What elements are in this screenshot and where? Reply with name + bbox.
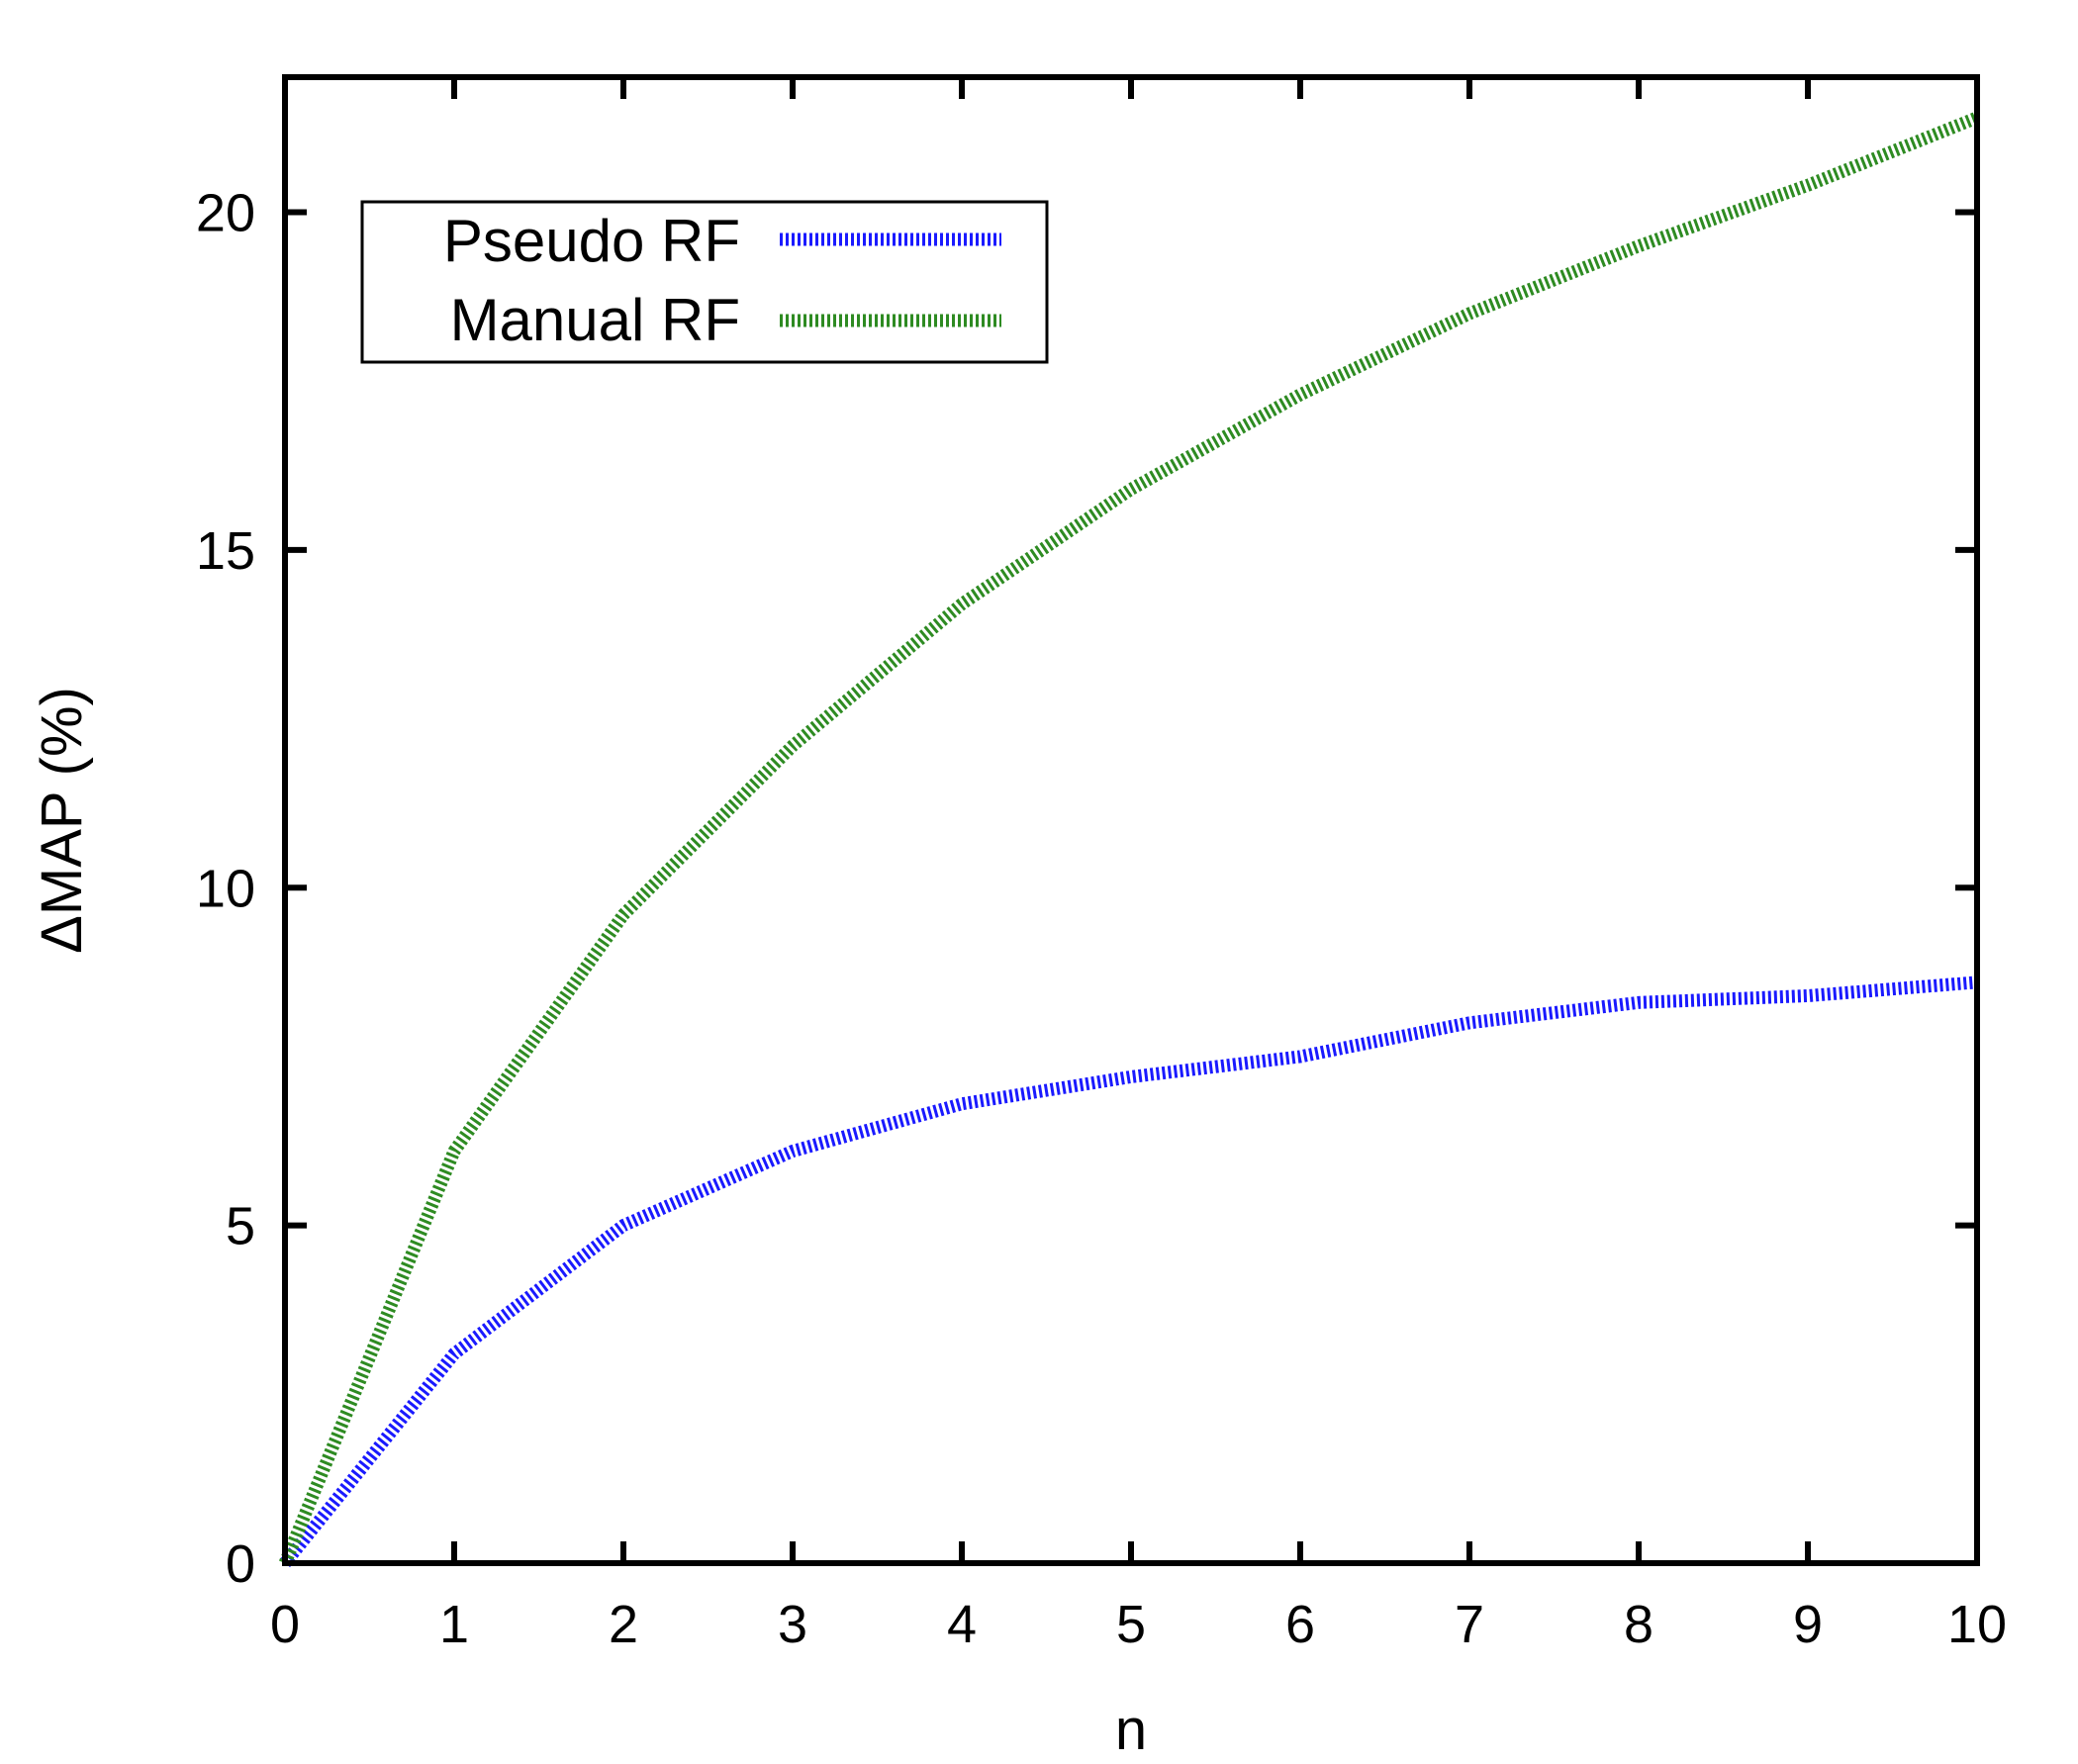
x-tick-label: 5 (1116, 1595, 1146, 1654)
x-tick-label: 9 (1793, 1595, 1823, 1654)
legend-label-pseudo-rf: Pseudo RF (443, 208, 740, 274)
x-tick-label: 10 (1947, 1595, 2007, 1654)
x-tick-label: 7 (1455, 1595, 1484, 1654)
series-line-pseudo-rf (279, 975, 1978, 1568)
series-layer (278, 111, 1980, 1568)
x-tick-label: 6 (1285, 1595, 1315, 1654)
x-tick-label: 1 (439, 1595, 469, 1654)
x-tick-label: 2 (609, 1595, 638, 1654)
y-tick-labels: 0 5 10 15 20 (196, 184, 255, 1594)
y-tick-label: 15 (196, 521, 255, 581)
x-tick-label: 4 (947, 1595, 977, 1654)
x-tick-labels: 0 1 2 3 4 5 6 7 8 9 10 (270, 1595, 2007, 1654)
x-tick-label: 3 (778, 1595, 807, 1654)
ticks-layer (282, 77, 1980, 1566)
y-tick-label: 0 (226, 1534, 255, 1594)
y-tick-label: 20 (196, 184, 255, 243)
x-tick-label: 0 (270, 1595, 300, 1654)
x-axis-title: n (1115, 1698, 1147, 1762)
legend-box (360, 200, 1049, 364)
legend-label-manual-rf: Manual RF (450, 287, 740, 353)
legend: Pseudo RF Manual RF (360, 200, 1049, 364)
y-axis-title: ΔMAP (%) (30, 687, 94, 954)
y-tick-label: 10 (196, 859, 255, 918)
y-tick-label: 5 (226, 1197, 255, 1256)
x-tick-label: 8 (1624, 1595, 1653, 1654)
